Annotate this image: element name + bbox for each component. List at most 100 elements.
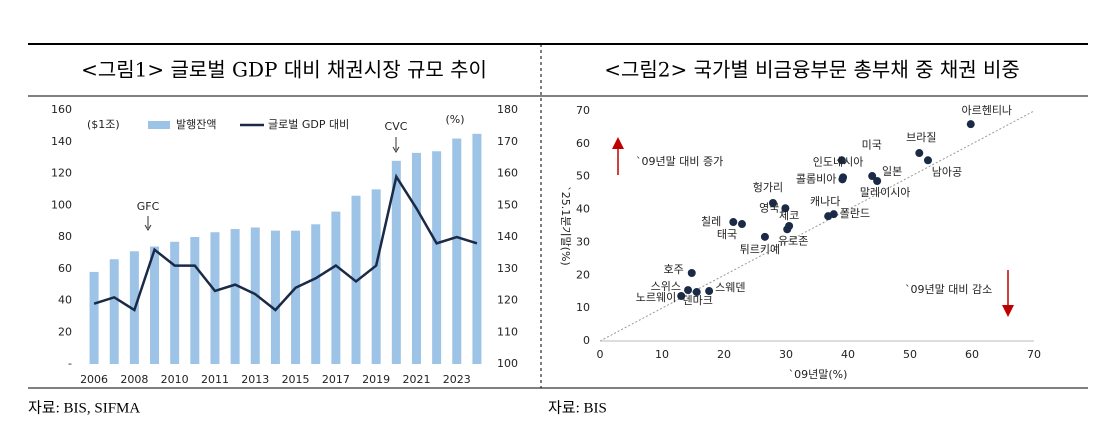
bar bbox=[150, 246, 160, 364]
bar bbox=[452, 138, 462, 364]
y-tick-label: 0 bbox=[583, 334, 590, 347]
point bbox=[923, 156, 932, 165]
y2-tick-label: 110 bbox=[497, 325, 518, 338]
bar bbox=[472, 133, 482, 364]
point bbox=[677, 291, 686, 300]
x-tick-label: 2006 bbox=[80, 373, 108, 386]
point bbox=[692, 288, 701, 297]
annotation: `09년말 대비 증가 bbox=[636, 155, 723, 168]
point bbox=[838, 175, 847, 184]
y-tick-label: - bbox=[68, 357, 72, 370]
point bbox=[781, 204, 790, 213]
bar bbox=[190, 237, 200, 364]
x-tick-label: 2015 bbox=[282, 373, 310, 386]
x-tick-label: 50 bbox=[903, 348, 917, 361]
y-tick-label: 60 bbox=[58, 262, 72, 275]
legend-label: 발행잔액 bbox=[176, 118, 216, 131]
bar bbox=[170, 241, 180, 364]
point-label: 체코 bbox=[779, 209, 799, 222]
legend-label: 글로벌 GDP 대비 bbox=[268, 118, 349, 131]
x-tick-label: 2019 bbox=[362, 373, 390, 386]
y-tick-label: 140 bbox=[51, 135, 72, 148]
bar bbox=[291, 230, 301, 364]
y-tick-label: 30 bbox=[576, 235, 590, 248]
x-tick-label: 2011 bbox=[201, 373, 229, 386]
x-tick-label: 2023 bbox=[443, 373, 471, 386]
y-axis-label: `25.1분기말(%) bbox=[559, 186, 572, 265]
line-series bbox=[93, 173, 478, 312]
x-tick-label: 30 bbox=[779, 348, 793, 361]
annotation: (%) bbox=[445, 113, 464, 126]
y2-tick-label: 120 bbox=[497, 294, 518, 307]
x-tick-label: 2021 bbox=[402, 373, 430, 386]
bar bbox=[371, 189, 381, 364]
point-label: 말레이시아 bbox=[860, 186, 911, 199]
point-label: 브라질 bbox=[906, 131, 936, 144]
point-label: 호주 bbox=[664, 263, 684, 276]
y2-tick-label: 160 bbox=[497, 167, 518, 180]
point-label: 스웨덴 bbox=[715, 281, 745, 294]
point-label: 일본 bbox=[882, 164, 902, 178]
annotation: ($1조) bbox=[87, 118, 120, 131]
bar bbox=[311, 224, 321, 364]
y-tick-label: 20 bbox=[576, 268, 590, 281]
x-tick-label: 70 bbox=[1027, 348, 1041, 361]
point-label: 태국 bbox=[717, 228, 737, 241]
x-tick-label: 60 bbox=[965, 348, 979, 361]
y-tick-label: 60 bbox=[576, 137, 590, 150]
x-tick-label: 20 bbox=[717, 348, 731, 361]
y-tick-label: 40 bbox=[576, 203, 590, 216]
x-tick-label: 40 bbox=[841, 348, 855, 361]
point bbox=[915, 149, 924, 158]
annotation: GFC bbox=[137, 200, 160, 213]
y-tick-label: 120 bbox=[51, 167, 72, 180]
point-label: 칠레 bbox=[701, 215, 721, 228]
point-label: 튀르키예 bbox=[740, 243, 780, 256]
point-label: 미국 bbox=[862, 138, 882, 151]
y-tick-label: 100 bbox=[51, 198, 72, 211]
point-label: 헝가리 bbox=[753, 181, 783, 194]
y2-tick-label: 140 bbox=[497, 230, 518, 243]
annotation: CVC bbox=[385, 120, 408, 133]
x-tick-label: 2010 bbox=[161, 373, 189, 386]
y2-tick-label: 170 bbox=[497, 135, 518, 148]
point-label: 콜롬비아 bbox=[796, 172, 836, 185]
point bbox=[737, 220, 746, 229]
point bbox=[829, 210, 838, 219]
point-label: 노르웨이 bbox=[636, 291, 676, 304]
point-label: 아르헨티나 bbox=[961, 104, 1012, 117]
x-tick-label: 2013 bbox=[241, 373, 269, 386]
point bbox=[873, 176, 882, 185]
point bbox=[783, 225, 792, 234]
point bbox=[729, 218, 738, 227]
point-label: 폴란드 bbox=[840, 207, 870, 220]
y2-tick-label: 100 bbox=[497, 357, 518, 370]
bar bbox=[109, 259, 119, 364]
chart-title: <그림1> 글로벌 GDP 대비 채권시장 규모 추이 bbox=[81, 58, 487, 82]
y-tick-label: 70 bbox=[576, 104, 590, 117]
reference-diagonal bbox=[599, 110, 1035, 342]
point bbox=[868, 172, 877, 181]
bar bbox=[391, 160, 401, 364]
y2-tick-label: 150 bbox=[497, 198, 518, 211]
x-tick-label: 0 bbox=[597, 348, 604, 361]
bar bbox=[432, 151, 442, 364]
y-tick-label: 80 bbox=[58, 230, 72, 243]
point-label: 덴마크 bbox=[683, 294, 713, 307]
point bbox=[966, 120, 975, 129]
bar bbox=[270, 230, 280, 364]
x-tick-label: 2017 bbox=[322, 373, 350, 386]
point-label: 인도네시아 bbox=[813, 155, 864, 168]
legend-swatch bbox=[148, 121, 170, 129]
source: 자료: BIS, SIFMA bbox=[28, 399, 140, 416]
point-label: 남아공 bbox=[932, 165, 962, 178]
y2-tick-label: 130 bbox=[497, 262, 518, 275]
point-label: 스위스 bbox=[651, 280, 681, 293]
point bbox=[684, 286, 693, 295]
y-tick-label: 160 bbox=[51, 103, 72, 116]
point-label: 영국 bbox=[759, 201, 779, 214]
bar bbox=[230, 229, 240, 364]
bar bbox=[331, 211, 341, 364]
chart-title: <그림2> 국가별 비금융부문 총부채 중 채권 비중 bbox=[604, 58, 1020, 82]
point bbox=[837, 156, 846, 165]
